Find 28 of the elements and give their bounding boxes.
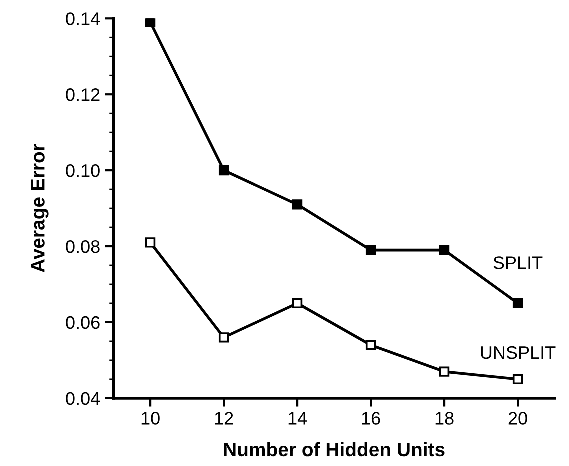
point bbox=[439, 366, 450, 377]
point bbox=[145, 18, 156, 28]
x-tick-label: 16 bbox=[362, 412, 380, 425]
y-tick-label: 0.06 bbox=[66, 316, 100, 330]
point bbox=[366, 245, 376, 256]
y-tick-label: 0.04 bbox=[66, 392, 100, 406]
x-tick-label: 18 bbox=[436, 412, 454, 425]
series-label: SPLIT bbox=[494, 256, 543, 270]
x-tick-label: 12 bbox=[215, 412, 234, 425]
point bbox=[292, 200, 303, 210]
y-axis-title: Average Error bbox=[31, 144, 49, 273]
point bbox=[218, 165, 230, 176]
point bbox=[439, 245, 450, 256]
point bbox=[512, 374, 524, 385]
x-axis-title: Number of Hidden Units bbox=[224, 442, 445, 457]
x-tick-label: 20 bbox=[508, 412, 528, 425]
y-tick-label: 0.12 bbox=[66, 88, 100, 102]
y-tick-label: 0.08 bbox=[66, 240, 100, 254]
series-label: UNSPLIT bbox=[481, 346, 556, 360]
point bbox=[218, 332, 230, 343]
y-tick-label: 0.14 bbox=[66, 12, 100, 26]
point bbox=[292, 298, 303, 309]
x-tick-label: 10 bbox=[142, 412, 160, 425]
x-tick-label: 14 bbox=[288, 412, 308, 425]
point bbox=[145, 238, 156, 248]
point bbox=[512, 298, 524, 309]
point bbox=[366, 340, 376, 350]
y-tick-label: 0.10 bbox=[66, 164, 100, 178]
